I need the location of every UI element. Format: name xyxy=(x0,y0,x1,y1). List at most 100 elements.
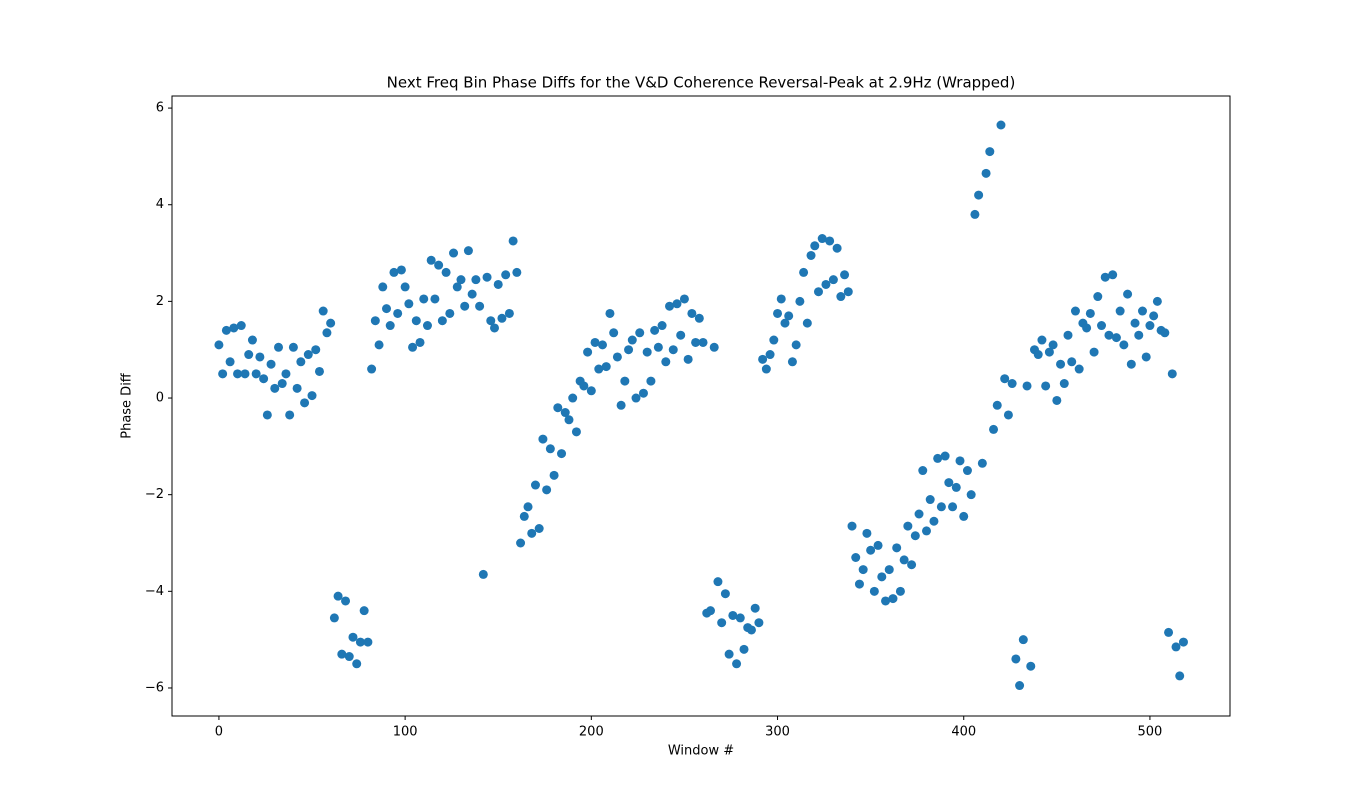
point xyxy=(858,565,868,575)
point xyxy=(676,330,686,340)
point xyxy=(244,350,254,360)
point xyxy=(1018,635,1028,645)
point xyxy=(229,323,239,333)
point xyxy=(694,313,704,323)
point xyxy=(255,352,265,362)
point xyxy=(508,236,518,246)
point xyxy=(918,466,928,476)
point xyxy=(1178,637,1188,647)
point xyxy=(1171,642,1181,652)
chart-title: Next Freq Bin Phase Diffs for the V&D Co… xyxy=(387,74,1016,92)
point xyxy=(1137,306,1147,316)
point xyxy=(270,383,280,393)
point xyxy=(225,357,235,367)
point xyxy=(1149,311,1159,321)
point xyxy=(895,586,905,596)
point xyxy=(583,347,593,357)
point xyxy=(460,301,470,311)
point xyxy=(1097,321,1107,331)
point xyxy=(799,267,809,277)
point xyxy=(281,369,291,379)
point xyxy=(970,209,980,219)
point xyxy=(810,241,820,251)
x-tick-label: 0 xyxy=(215,725,223,740)
point xyxy=(951,482,961,492)
point xyxy=(1048,340,1058,350)
x-tick-label: 200 xyxy=(579,725,604,740)
point xyxy=(843,287,853,297)
point xyxy=(1074,364,1084,374)
x-tick-label: 400 xyxy=(951,725,976,740)
point xyxy=(452,282,462,292)
point xyxy=(527,528,537,538)
point xyxy=(929,516,939,526)
point xyxy=(1041,381,1051,391)
x-tick-label: 500 xyxy=(1138,725,1163,740)
point xyxy=(612,352,622,362)
point xyxy=(422,321,432,331)
point xyxy=(609,328,619,338)
point xyxy=(1033,350,1043,360)
point xyxy=(1000,374,1010,384)
point xyxy=(1082,323,1092,333)
point xyxy=(314,366,324,376)
point xyxy=(1167,369,1177,379)
point xyxy=(247,335,257,345)
point xyxy=(285,410,295,420)
point xyxy=(516,538,526,548)
point xyxy=(683,354,693,364)
point xyxy=(631,393,641,403)
point xyxy=(888,594,898,604)
point xyxy=(728,610,738,620)
point xyxy=(437,316,447,326)
point xyxy=(936,502,946,512)
point xyxy=(605,308,615,318)
point xyxy=(910,531,920,541)
point xyxy=(542,485,552,495)
y-tick-label: −4 xyxy=(145,584,164,599)
point xyxy=(665,301,675,311)
point xyxy=(1160,328,1170,338)
point xyxy=(441,267,451,277)
point xyxy=(635,328,645,338)
point xyxy=(903,521,913,531)
point xyxy=(300,398,310,408)
point xyxy=(463,246,473,256)
point xyxy=(333,591,343,601)
y-axis-label: Phase Diff xyxy=(120,372,135,439)
point xyxy=(933,453,943,463)
point xyxy=(754,618,764,628)
y-tick-label: 0 xyxy=(156,391,164,406)
point xyxy=(504,308,514,318)
y-tick-label: 4 xyxy=(156,197,164,212)
point xyxy=(218,369,228,379)
point xyxy=(586,386,596,396)
point xyxy=(787,357,797,367)
point xyxy=(653,342,663,352)
point xyxy=(214,340,224,350)
point xyxy=(594,364,604,374)
point xyxy=(650,325,660,335)
point xyxy=(512,267,522,277)
point xyxy=(534,524,544,534)
point xyxy=(449,248,459,258)
point xyxy=(1059,379,1069,389)
point xyxy=(750,603,760,613)
point xyxy=(396,265,406,275)
point xyxy=(1104,330,1114,340)
point xyxy=(620,376,630,386)
point xyxy=(363,637,373,647)
point xyxy=(899,555,909,565)
point xyxy=(415,337,425,347)
point xyxy=(739,644,749,654)
point xyxy=(262,410,272,420)
x-axis-label: Window # xyxy=(668,744,734,759)
x-tick-label: 100 xyxy=(393,725,418,740)
point xyxy=(471,275,481,285)
point xyxy=(601,362,611,372)
point xyxy=(355,637,365,647)
point xyxy=(430,294,440,304)
point xyxy=(661,357,671,367)
point xyxy=(1003,410,1013,420)
